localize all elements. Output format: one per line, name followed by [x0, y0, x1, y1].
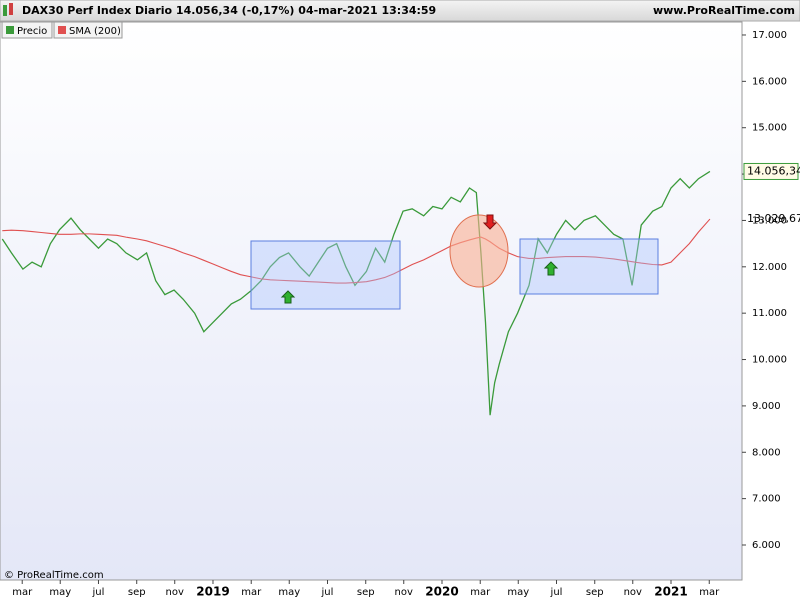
x-tick-label: sep — [128, 587, 146, 598]
legend-box — [53, 21, 123, 39]
y-tick-label: 9.000 — [752, 401, 781, 412]
annotations — [250, 214, 659, 310]
plot-area — [0, 21, 743, 581]
x-tick-label: mar — [12, 587, 33, 598]
x-tick-label: mar — [470, 587, 491, 598]
x-tick-label: may — [507, 587, 529, 598]
header-site: www.ProRealTime.com — [653, 4, 795, 17]
up-arrow — [543, 261, 559, 276]
y-tick-label: 15.000 — [752, 123, 787, 134]
highlight-ellipse — [449, 214, 509, 288]
x-tick-label: jul — [321, 587, 334, 598]
y-tick-label: 17.000 — [752, 30, 787, 41]
x-tick-label: 2020 — [425, 585, 458, 599]
legend-item: Precio — [1, 21, 53, 39]
x-tick-label: nov — [166, 587, 184, 598]
x-tick-label: 2021 — [654, 585, 687, 599]
y-tick-label: 16.000 — [752, 76, 787, 87]
highlight-box — [250, 240, 401, 310]
down-arrow — [482, 214, 498, 230]
y-tick-label: 8.000 — [752, 447, 781, 458]
x-tick-label: jul — [550, 587, 563, 598]
x-tick-label: nov — [395, 587, 413, 598]
x-tick-label: mar — [241, 587, 262, 598]
legend-swatch — [58, 26, 66, 34]
y-tick-label: 6.000 — [752, 540, 781, 551]
x-tick-label: sep — [357, 587, 375, 598]
y-tick-label: 13.000 — [752, 215, 787, 226]
y-tick-label: 12.000 — [752, 262, 787, 273]
legend-label: SMA (200) — [69, 26, 121, 37]
legend-swatch — [6, 26, 14, 34]
header-title: DAX30 Perf Index Diario 14.056,34 (-0,17… — [22, 4, 436, 17]
x-tick-label: nov — [624, 587, 642, 598]
x-tick-label: mar — [699, 587, 720, 598]
header-icon — [3, 5, 7, 16]
legend-label: Precio — [17, 26, 47, 37]
header-icon — [9, 3, 13, 15]
header-bar — [0, 0, 800, 22]
x-tick-label: 2019 — [196, 585, 229, 599]
x-tick-label: may — [49, 587, 71, 598]
last-value-label: 14.056,34 — [747, 164, 800, 177]
x-tick-label: jul — [92, 587, 105, 598]
copyright: © ProRealTime.com — [4, 570, 104, 581]
legend-box — [1, 21, 53, 39]
sma-line — [2, 218, 711, 284]
y-tick-label: 11.000 — [752, 308, 787, 319]
last-value-label: 13.029,67 — [747, 212, 800, 225]
x-tick-label: sep — [586, 587, 604, 598]
y-tick-label: 10.000 — [752, 355, 787, 366]
up-arrow — [280, 290, 296, 304]
highlight-box — [519, 238, 659, 295]
x-tick-label: may — [278, 587, 300, 598]
price-line — [1, 170, 711, 416]
last-price-box — [743, 162, 799, 180]
legend-item: SMA (200) — [53, 21, 123, 39]
y-tick-label: 7.000 — [752, 494, 781, 505]
